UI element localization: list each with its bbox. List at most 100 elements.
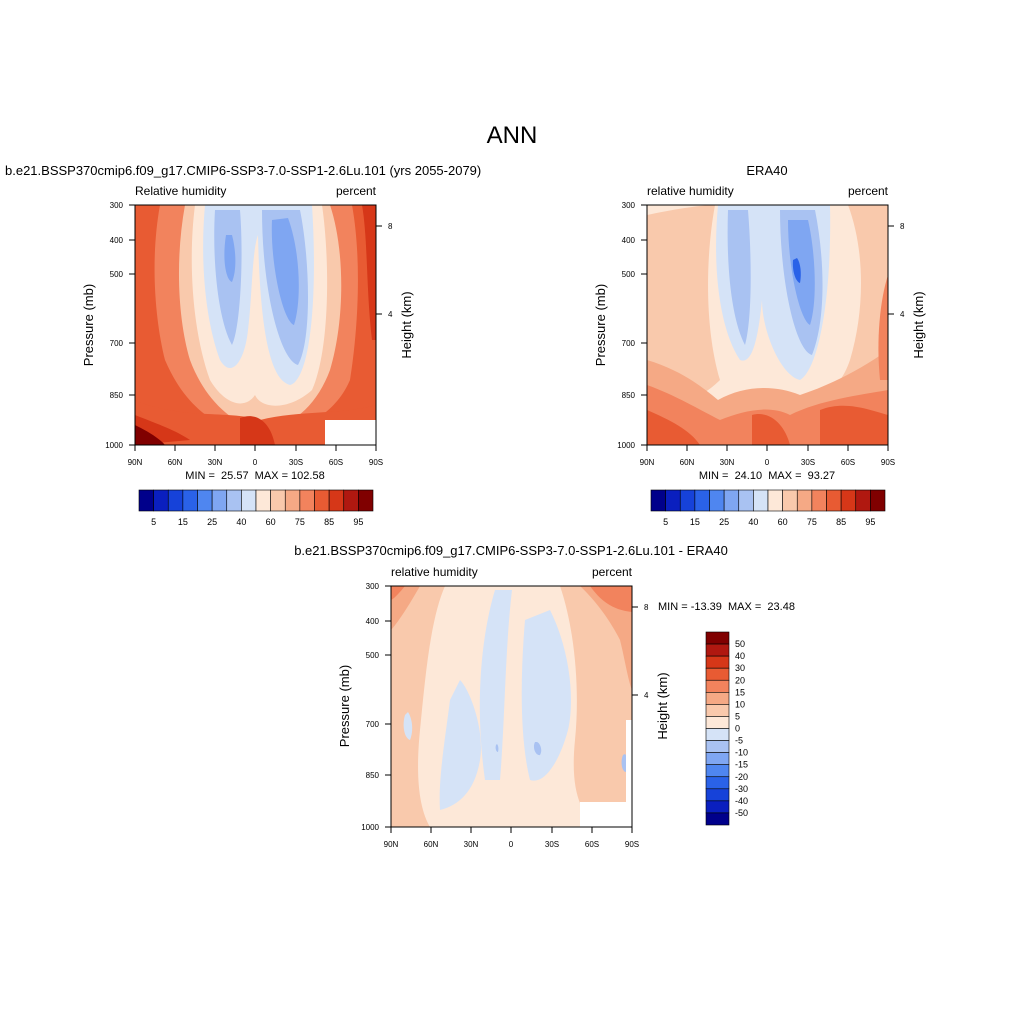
obs-colorbar-label: 95 [865, 517, 875, 527]
diff-colorbar-label: -15 [735, 760, 748, 770]
diff-colorbar-box [705, 740, 730, 753]
model-contour-field [135, 205, 376, 445]
model-band-bl-dark [135, 415, 275, 445]
obs-colorbar-box [782, 489, 798, 512]
diff-colorbar-label: 20 [735, 675, 745, 685]
obs-band-trop-core [788, 220, 815, 325]
diff-band-nh-neg [439, 680, 481, 810]
model-xtick-label: 60N [168, 458, 183, 467]
obs-colorbar-box [767, 489, 783, 512]
diff-band-nh-spot [403, 712, 413, 740]
diff-colorbar-label: -5 [735, 736, 743, 746]
obs-colorbar-box [796, 489, 813, 512]
obs-band-nh-light [647, 205, 720, 420]
diff-colorbar-label: 30 [735, 663, 745, 673]
model-ytick-label: 700 [110, 339, 124, 348]
model-y2axis: 8 4 [376, 222, 393, 319]
obs-ytick-label: 400 [622, 236, 636, 245]
diff-y2axis: 8 4 [632, 603, 649, 700]
obs-colorbar-box [709, 489, 725, 512]
obs-y2tick-label: 4 [900, 310, 905, 319]
diff-ytick-label: 1000 [361, 823, 379, 832]
obs-xtick-label: 0 [765, 458, 770, 467]
diff-xtick-label: 90S [625, 840, 639, 849]
obs-title: ERA40 [746, 163, 787, 178]
obs-stats: MIN = 24.10 MAX = 93.27 [699, 470, 835, 482]
model-yticks [129, 204, 135, 446]
model-colorbar-box [358, 489, 374, 512]
obs-colorbar-box [665, 489, 681, 512]
diff-colorbar-box [705, 776, 730, 790]
model-colorbar-label: 60 [266, 517, 276, 527]
diff-colorbar-label: -40 [735, 796, 748, 806]
model-xticks [134, 445, 377, 451]
diff-y2label: Height (km) [655, 672, 670, 739]
diff-colorbar-box [705, 704, 730, 717]
model-mask [325, 420, 376, 445]
diff-colorbar-box [705, 692, 730, 705]
model-colorbar-label: 25 [207, 517, 217, 527]
obs-colorbar-box [870, 489, 886, 512]
diff-y2tick-label: 8 [644, 603, 649, 612]
diff-colorbar-label: 40 [735, 651, 745, 661]
diff-yticks [385, 585, 391, 828]
diff-colorbar-box [705, 764, 730, 778]
model-colorbar: 5 15 25 40 60 75 85 95 [138, 489, 374, 527]
diff-band-nh-topcore [391, 586, 405, 600]
diff-band-sh-top [590, 586, 632, 612]
obs-colorbar-label: 40 [748, 517, 758, 527]
diff-colorbar-box [705, 643, 730, 657]
diff-y2ticks [632, 606, 638, 696]
obs-y2ticks [888, 225, 894, 315]
model-ytick-label: 850 [110, 391, 124, 400]
obs-colorbar-box [738, 489, 754, 512]
diff-band-sh-warm [580, 586, 632, 690]
model-ytick-label: 500 [110, 270, 124, 279]
diff-colorbar-box [705, 679, 730, 693]
model-band-trop-core [224, 218, 299, 325]
diff-right-label: percent [592, 565, 633, 579]
diff-colorbar-label: -50 [735, 808, 748, 818]
obs-xtick-label: 30N [720, 458, 735, 467]
model-xtick-label: 30S [289, 458, 303, 467]
model-colorbar-label: 95 [353, 517, 363, 527]
model-colorbar-box [343, 489, 359, 512]
obs-colorbar-label: 85 [836, 517, 846, 527]
model-xtick-label: 90N [128, 458, 143, 467]
obs-colorbar-box [723, 489, 740, 512]
model-y2ticks [376, 225, 382, 315]
obs-yticks [641, 204, 647, 446]
model-title: b.e21.BSSP370cmip6.f09_g17.CMIP6-SSP3-7.… [5, 163, 481, 178]
obs-colorbar-label: 5 [663, 517, 668, 527]
diff-colorbar-box [705, 667, 730, 681]
obs-xtick-label: 30S [801, 458, 815, 467]
diff-ytick-label: 850 [366, 771, 380, 780]
model-colorbar-box [241, 489, 257, 512]
diff-xtick-label: 60N [424, 840, 439, 849]
diff-colorbar-box [705, 800, 730, 814]
obs-ytick-label: 850 [622, 391, 636, 400]
obs-colorbar-box [753, 489, 769, 512]
obs-ytick-label: 300 [622, 201, 636, 210]
model-yaxis: 300 400 500 700 850 1000 [105, 201, 135, 450]
obs-colorbar-label: 75 [807, 517, 817, 527]
figure-title: ANN [487, 122, 538, 149]
obs-right-label: percent [848, 184, 889, 198]
model-colorbar-box [284, 489, 301, 512]
diff-mask-edge [626, 720, 632, 802]
model-right-label: percent [336, 184, 377, 198]
obs-colorbar: 5 15 25 40 60 75 85 95 [650, 489, 886, 527]
diff-band-eq-neg [479, 590, 512, 780]
obs-ytick-label: 1000 [617, 441, 635, 450]
model-xtick-label: 0 [253, 458, 258, 467]
diff-mask [580, 802, 632, 827]
model-y2tick-label: 4 [388, 310, 393, 319]
diff-xtick-label: 90N [384, 840, 399, 849]
model-band-sh-top [362, 205, 376, 340]
obs-ylabel: Pressure (mb) [593, 284, 608, 366]
obs-left-label: relative humidity [647, 184, 734, 198]
diff-band-sh-core [621, 754, 628, 772]
model-colorbar-box [299, 489, 315, 512]
diff-colorbar-box [705, 716, 730, 729]
